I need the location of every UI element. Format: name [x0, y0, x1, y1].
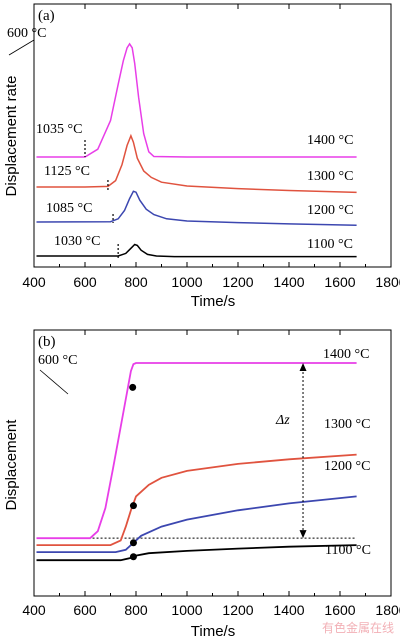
panel-a: (a) 400 600 800 1000 1200 1400 1600 1800 Time/s… [3, 3, 400, 310]
panel-a-x-tick-label: 1200 [222, 274, 253, 290]
panel-b-series-line [36, 544, 357, 562]
panel-b-x-axis-title: Time/s [191, 623, 235, 638]
panel-a-curve-label-1400: 1400 °C [307, 133, 353, 148]
panel-a-series-line [36, 190, 357, 226]
panel-a-x-tick-label: 400 [22, 274, 46, 290]
panel-b-delta-label: Δz [275, 413, 290, 428]
panel-b-x-tick-label: 400 [22, 602, 46, 618]
panel-a-onset-1035: 1035 °C [36, 122, 82, 137]
watermark: 有色金属在线 [322, 620, 394, 635]
panel-b-curve-label-1300: 1300 °C [324, 417, 370, 432]
panel-a-onset-1030: 1030 °C [54, 234, 100, 249]
panel-a-label-600: 600 °C [7, 26, 46, 41]
panel-b-series-line [36, 495, 357, 553]
panel-a-series-line [36, 243, 357, 258]
panel-b-y-axis-title: Displacement [3, 419, 20, 511]
panel-b-marker [129, 539, 137, 547]
panel-a-x-tick-label: 1400 [273, 274, 304, 290]
panel-a-curve-label-1300: 1300 °C [307, 169, 353, 184]
panel-b-label-600: 600 °C [38, 353, 77, 368]
panel-b-marker [129, 383, 137, 391]
panel-a-series-line [36, 133, 357, 194]
panel-b-x-tick-label: 1000 [171, 602, 202, 618]
panel-b-x-tick-label: 1800 [375, 602, 400, 618]
panel-b-delta-arrow [299, 363, 307, 539]
panel-a-x-tick-label: 600 [73, 274, 97, 290]
panel-a-onset-1085: 1085 °C [46, 201, 92, 216]
panel-a-x-tick-label: 800 [124, 274, 148, 290]
panel-a-x-tick-label: 1000 [171, 274, 202, 290]
panel-a-y-axis-title: Displacement rate [3, 76, 20, 197]
panel-b-lines [36, 362, 357, 562]
panel-a-x-tick-label: 1600 [324, 274, 355, 290]
panel-b-marker [129, 502, 137, 510]
panel-b-x-tick-label: 600 [73, 602, 97, 618]
panel-b-series-line [36, 453, 357, 546]
panel-b-x-tick-label: 1400 [273, 602, 304, 618]
panel-a-curve-label-1200: 1200 °C [307, 203, 353, 218]
panel-a-curve-label-1100: 1100 °C [307, 237, 353, 252]
panel-a-series-line [36, 42, 357, 158]
panel-b-x-tick-label: 800 [124, 602, 148, 618]
panel-b-curve-label-1200: 1200 °C [324, 459, 370, 474]
panel-a-onset-markers [84, 140, 119, 258]
panel-b-curve-label-1100: 1100 °C [325, 543, 371, 558]
panel-a-tag: (a) [38, 8, 55, 24]
panel-b: (b) 400 600 800 1000 1200 1400 1600 1800 Time/s… [3, 329, 400, 638]
panel-a-onset-1125: 1125 °C [44, 164, 90, 179]
panel-a-x-tick-label: 1800 [375, 274, 400, 290]
panel-a-x-ticks: 400 600 800 1000 1200 1400 1600 1800 [22, 4, 400, 290]
panel-b-marker [129, 553, 137, 561]
panel-b-delta-arrow-top [299, 363, 307, 371]
panel-b-leader-600 [39, 369, 69, 395]
panel-a-lines [36, 42, 357, 258]
panel-b-x-tick-label: 1600 [324, 602, 355, 618]
panel-b-curve-label-1400: 1400 °C [323, 347, 369, 362]
panel-b-tag: (b) [38, 334, 56, 350]
panel-b-x-ticks: 400 600 800 1000 1200 1400 1600 1800 [22, 330, 400, 618]
panel-b-markers [129, 383, 137, 561]
panel-b-series-line [36, 362, 357, 540]
panel-b-x-tick-label: 1200 [222, 602, 253, 618]
panel-a-x-axis-title: Time/s [191, 293, 235, 310]
panel-a-leader-600 [8, 39, 35, 56]
panel-b-delta-arrow-bottom [299, 530, 307, 539]
